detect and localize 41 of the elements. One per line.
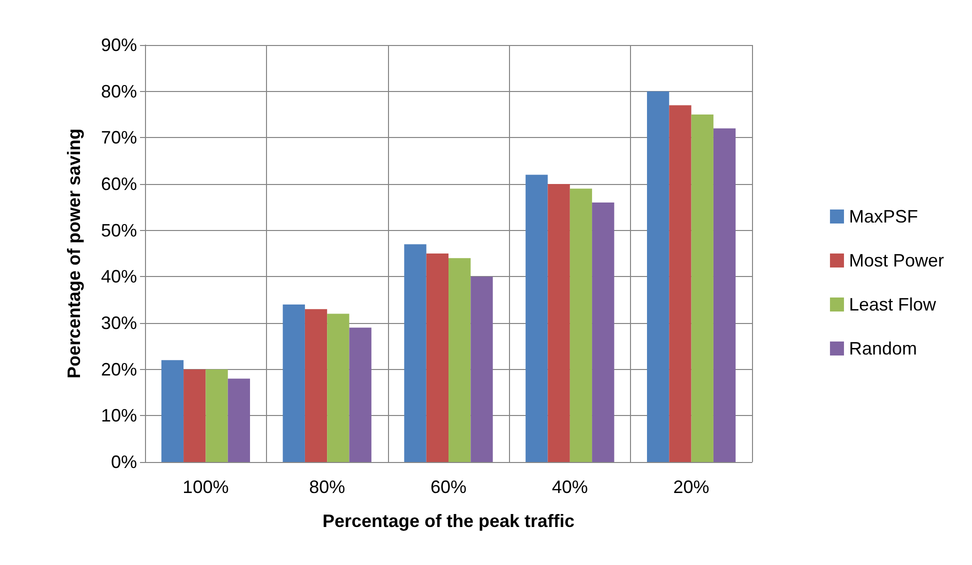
x-tick-label: 40%	[552, 477, 588, 497]
bar	[282, 304, 305, 462]
bar	[713, 128, 736, 462]
legend-label: MaxPSF	[848, 206, 918, 226]
bar	[548, 184, 570, 462]
bar	[691, 114, 714, 462]
legend-label: Least Flow	[848, 294, 938, 314]
bar	[448, 258, 471, 462]
y-tick-label: 30%	[100, 313, 137, 333]
bar	[470, 276, 493, 462]
x-tick-label: 80%	[309, 477, 346, 497]
y-tick-label: 90%	[100, 35, 137, 55]
bar	[592, 202, 614, 462]
y-tick-label: 10%	[100, 406, 137, 426]
bar	[570, 188, 592, 462]
y-tick-label: 20%	[100, 359, 137, 380]
bar	[426, 254, 448, 462]
bar	[349, 328, 372, 462]
bar	[206, 369, 228, 462]
y-axis-title: Poercentage of power saving	[64, 128, 84, 379]
legend-label: Most Power	[848, 250, 944, 270]
bar	[404, 244, 426, 462]
x-tick-label: 100%	[182, 477, 229, 497]
bar	[327, 314, 350, 462]
y-tick-label: 0%	[110, 452, 137, 472]
y-tick-label: 80%	[100, 81, 137, 102]
legend-label: Random	[848, 338, 918, 358]
bar	[228, 378, 250, 462]
x-tick-label: 60%	[430, 477, 467, 497]
x-tick-label: 20%	[673, 477, 710, 497]
x-axis-title: Percentage of the peak traffic	[322, 511, 575, 531]
y-tick-label: 60%	[100, 174, 137, 194]
bar	[304, 309, 328, 462]
bar	[161, 360, 184, 462]
y-tick-label: 50%	[100, 220, 137, 240]
y-tick-label: 70%	[100, 128, 137, 148]
bar	[184, 369, 206, 462]
bar	[646, 91, 670, 462]
y-tick-label: 40%	[100, 266, 137, 287]
bar	[669, 105, 692, 462]
bar	[526, 174, 548, 462]
